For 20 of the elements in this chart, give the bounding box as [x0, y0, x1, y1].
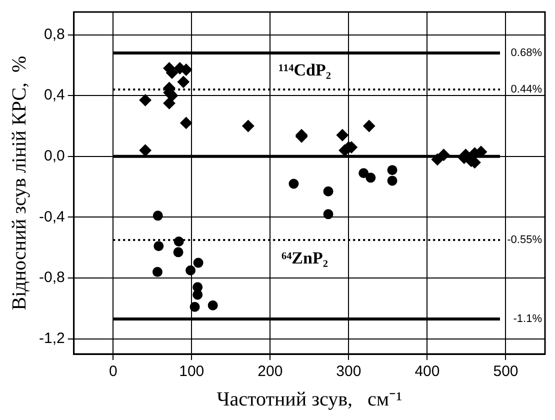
annotation: ¹¹⁴CdP₂	[278, 60, 331, 80]
y-tick-label: -1,2	[38, 330, 65, 347]
y-tick-label: -0,8	[38, 269, 65, 286]
ref-line-label: -0.55%	[507, 234, 542, 246]
y-tick-label: 0,0	[44, 148, 65, 165]
x-tick-label: 300	[336, 363, 362, 380]
x-tick-label: 100	[179, 363, 204, 380]
x-tick-label: 200	[258, 363, 283, 380]
y-tick-label: 0,4	[44, 86, 65, 104]
x-tick-label: 0	[108, 363, 118, 380]
ref-line-label: -1.1%	[513, 313, 542, 326]
y-tick-label: 0,8	[44, 26, 65, 43]
ref-line-label: 0.44%	[510, 84, 542, 96]
x-axis-title: Частотний зсув, см⁻¹	[216, 388, 402, 410]
x-tick-label: 400	[414, 363, 440, 380]
annotation: ⁶⁴ZnP₂	[281, 248, 328, 268]
y-axis-title: Відносний зсув ліній КРС, %	[8, 56, 30, 310]
ref-line-label: 0.68%	[510, 47, 542, 60]
x-tick-label: 500	[493, 363, 518, 380]
y-tick-label: -0,4	[38, 208, 65, 226]
